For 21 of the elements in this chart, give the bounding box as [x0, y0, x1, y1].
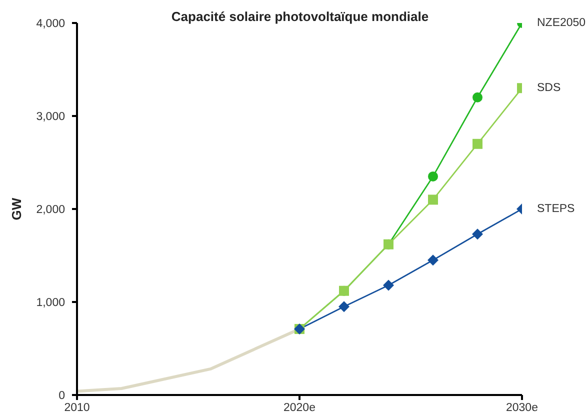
point	[428, 194, 438, 205]
x-tick-label: 2030e	[506, 402, 538, 414]
y-axis-title: GW	[8, 197, 24, 220]
y-tick-label: 4,000	[36, 18, 65, 30]
point	[383, 280, 394, 291]
x-tick-label: 2020e	[284, 402, 316, 414]
series-label: STEPS	[537, 203, 576, 215]
series-label: NZE2050	[537, 17, 586, 29]
y-tick-label: 1,000	[36, 297, 65, 310]
y-tick-label: 2,000	[36, 204, 65, 216]
y-tick-label: 3,000	[36, 111, 65, 124]
chart-title: Capacité solaire photovoltaïque mondiale	[171, 9, 429, 24]
point	[428, 171, 438, 182]
point	[472, 138, 482, 149]
point	[428, 254, 438, 266]
series-label: SDS	[537, 82, 561, 94]
point	[338, 301, 350, 312]
x-tick-label: 2010	[64, 402, 90, 414]
y-tick-label: 0	[58, 390, 65, 402]
point	[472, 228, 483, 240]
point	[472, 92, 482, 102]
